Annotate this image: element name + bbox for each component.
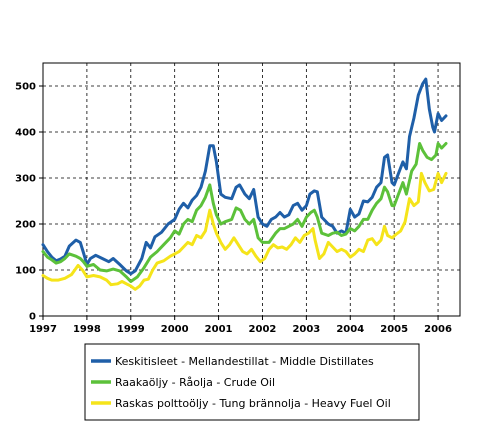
- plot-frame: [42, 62, 461, 317]
- legend-label-3: Raskas polttoöljy - Tung brännolja - Hea…: [115, 397, 391, 410]
- series-line-2: [41, 142, 448, 283]
- x-tick-label: 1999: [117, 324, 145, 335]
- y-tick-label: 200: [15, 220, 36, 231]
- y-tick-label: 0: [29, 312, 36, 323]
- y-tick-label: 100: [15, 266, 36, 277]
- y-tick-label: 500: [15, 82, 36, 93]
- y-tick-label: 300: [15, 174, 36, 185]
- series-line-1: [41, 77, 448, 276]
- x-tick-label: 2000: [161, 324, 189, 335]
- x-tick-label: 2002: [249, 324, 277, 335]
- series-layer: [41, 77, 448, 291]
- axis-layer: 0 100 200 300 400 500 1997 1998 1999 2000 2001 2002…: [15, 62, 461, 335]
- x-tick-label: 1997: [29, 324, 57, 335]
- x-tick-label: 2006: [424, 324, 452, 335]
- x-tick-label: 2005: [380, 324, 408, 335]
- x-tick-label: 2003: [292, 324, 320, 335]
- legend-label-2: Raakaöljy - Råolja - Crude Oil: [115, 376, 275, 389]
- grid-layer: [43, 63, 460, 316]
- legend: Keskitisleet - Mellandestillat - Middle …: [84, 343, 420, 421]
- x-tick-label: 2004: [336, 324, 364, 335]
- series-line-3: [41, 171, 448, 291]
- legend-label-1: Keskitisleet - Mellandestillat - Middle …: [115, 355, 374, 368]
- x-tick-label: 2001: [205, 324, 233, 335]
- x-tick-label: 1998: [73, 324, 101, 335]
- legend-box: [84, 343, 420, 421]
- y-tick-label: 400: [15, 128, 36, 139]
